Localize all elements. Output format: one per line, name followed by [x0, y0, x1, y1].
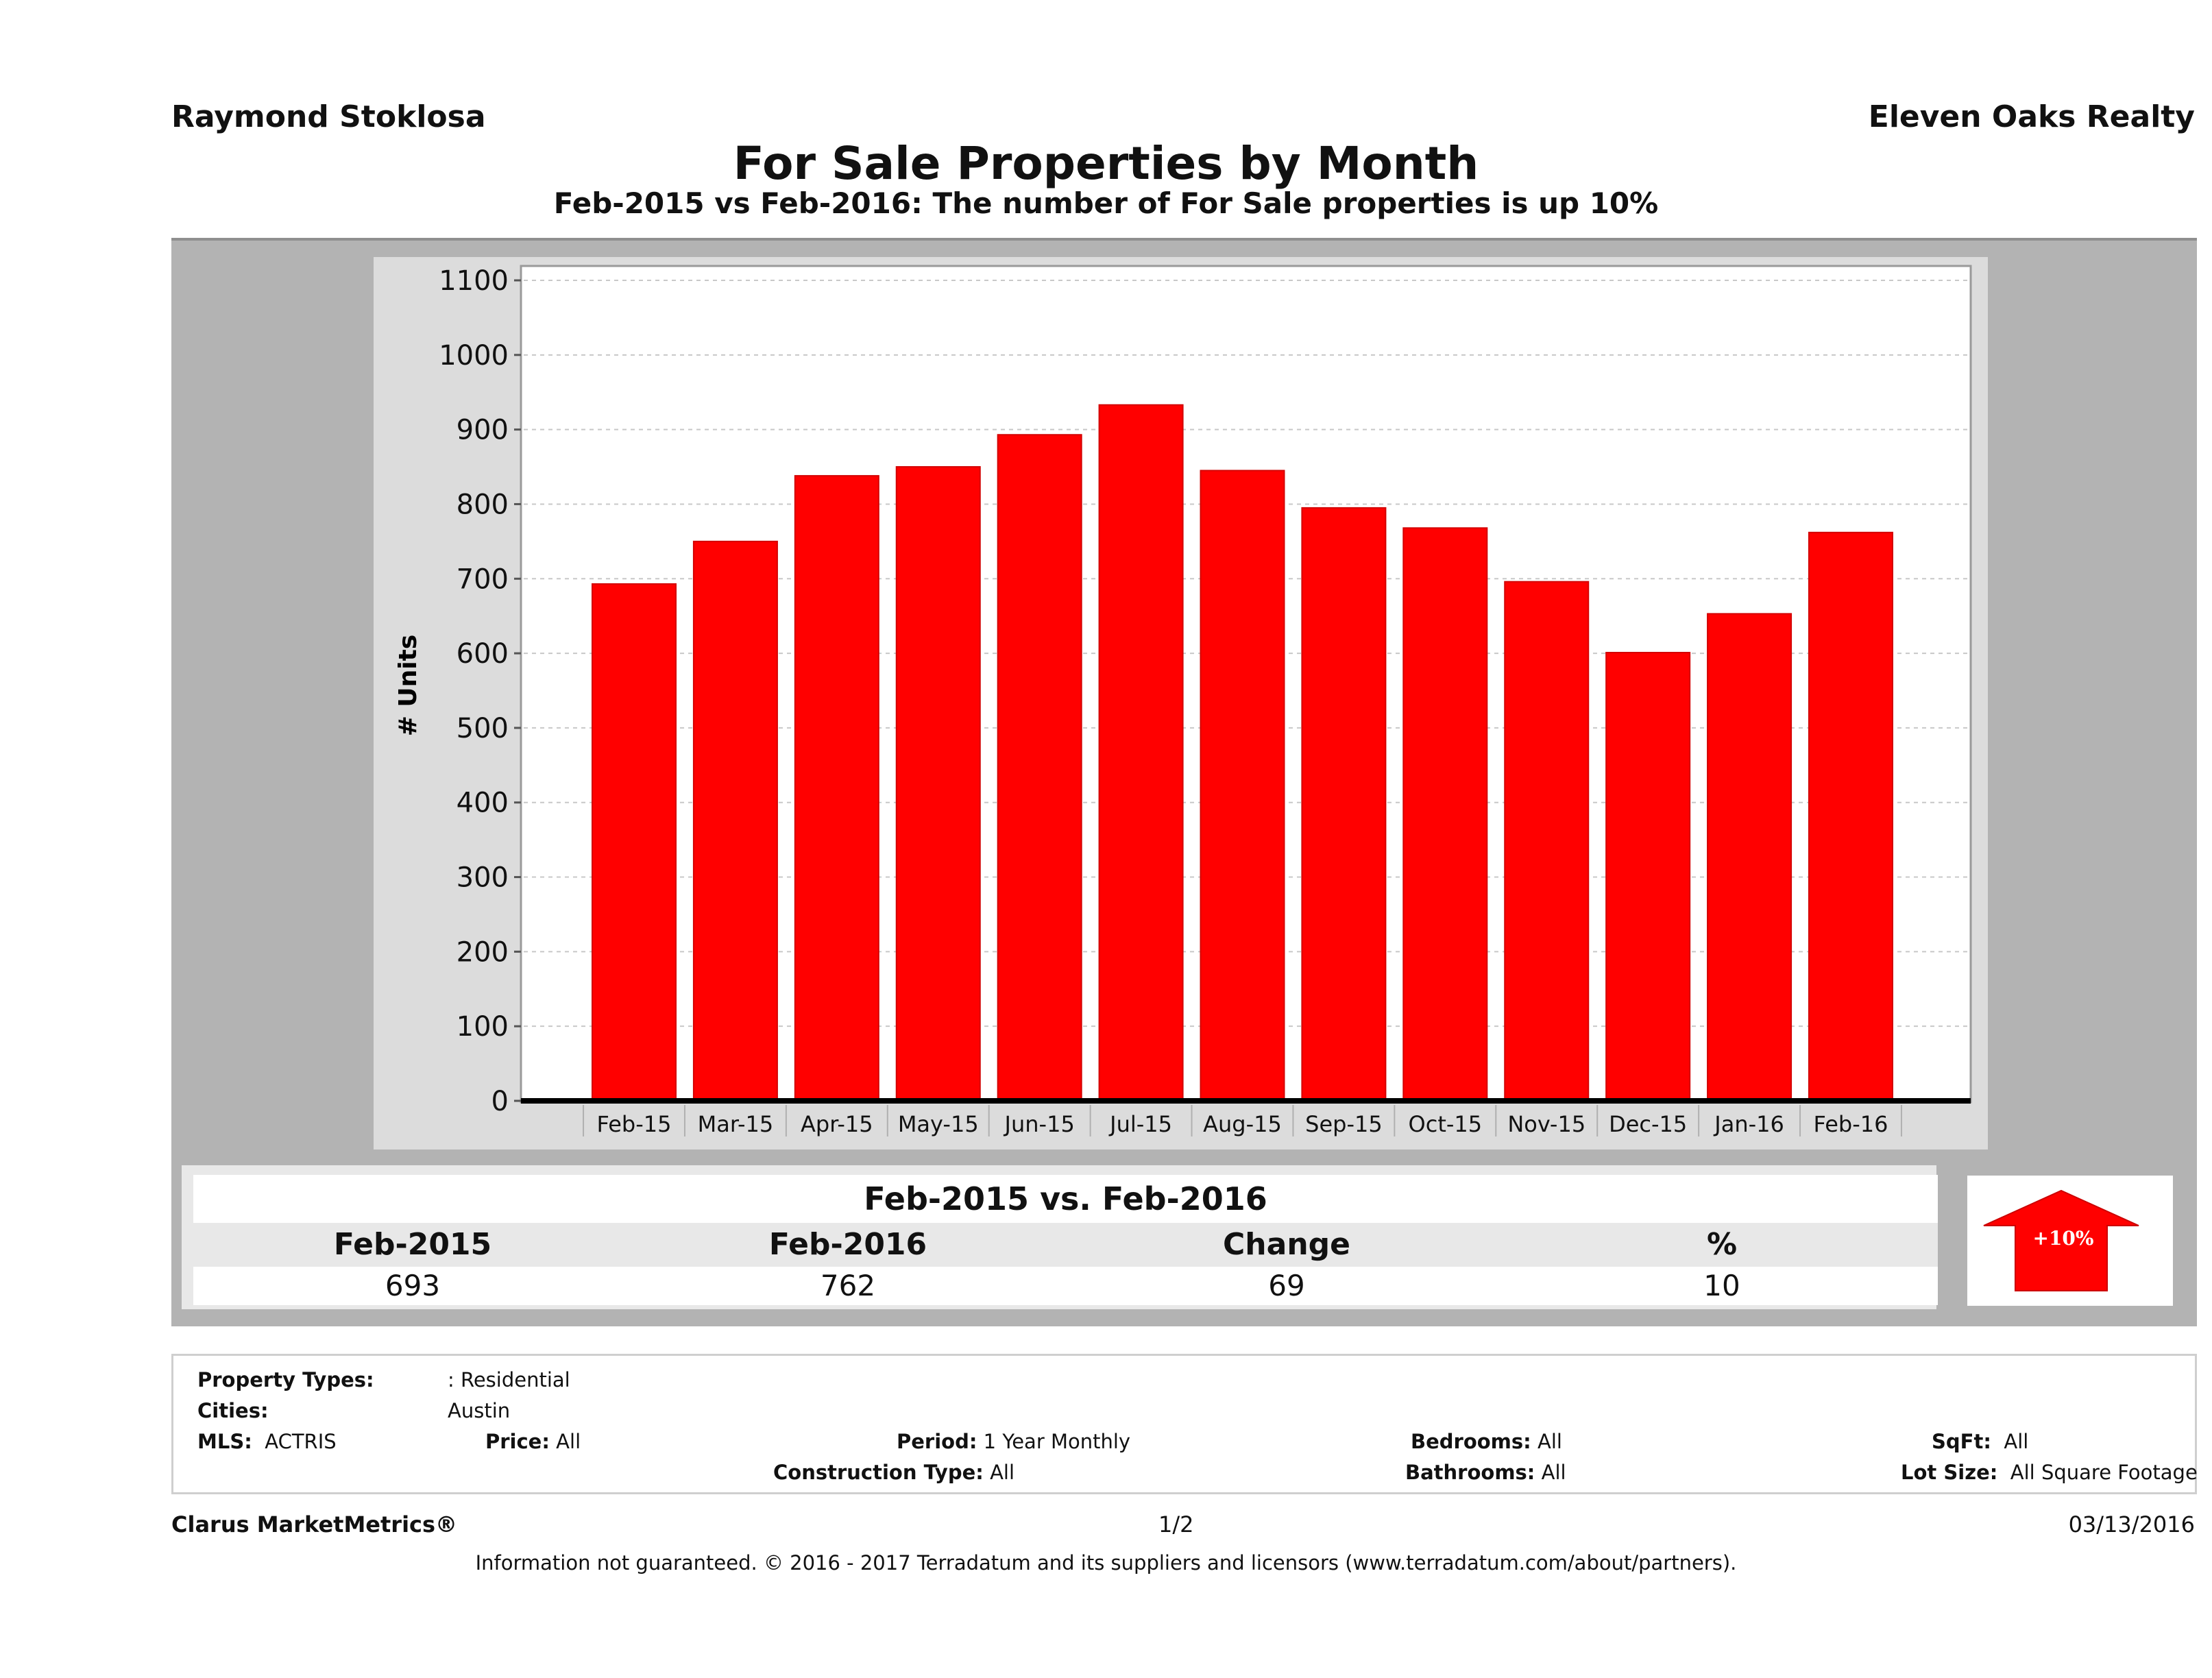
filter-construction-type: Construction Type: All — [773, 1461, 1015, 1484]
x-tick-label: Jul-15 — [1108, 1111, 1172, 1137]
filter-mls: MLS: ACTRIS — [197, 1430, 337, 1453]
y-tick-label: 1000 — [439, 340, 509, 372]
x-tick-label: Apr-15 — [801, 1111, 873, 1137]
bar-mar-15 — [692, 540, 778, 1102]
x-tick-label: Feb-15 — [597, 1111, 672, 1137]
filter-price: Price: All — [485, 1430, 581, 1453]
y-tick-label: 100 — [457, 1011, 509, 1043]
bars — [592, 404, 1893, 1102]
up-arrow-icon — [1983, 1189, 2139, 1291]
y-tick-label: 900 — [457, 415, 509, 446]
x-tick-label: Mar-15 — [698, 1111, 774, 1137]
y-tick-label: 400 — [457, 788, 509, 819]
bar-feb-16 — [1808, 531, 1893, 1102]
summary-heading: Feb-2015 vs. Feb-2016 — [193, 1175, 1938, 1223]
summary-value-percent: 10 — [1703, 1269, 1740, 1302]
footer-brand: Clarus MarketMetrics® — [171, 1511, 458, 1537]
page-number: 1/2 — [1158, 1511, 1194, 1537]
summary-col-feb-2016: Feb-2016 — [768, 1227, 927, 1262]
y-axis-ticks: 0 100 200 300 400 500 600 700 800 900 1000 1100 — [439, 265, 521, 1117]
x-tick-label: Jan-16 — [1713, 1111, 1784, 1137]
report-subtitle: Feb-2015 vs Feb-2016: The number of For … — [553, 186, 1659, 220]
y-tick-label: 0 — [491, 1086, 509, 1117]
bar-may-15 — [895, 466, 981, 1102]
summary-value-feb-2016: 762 — [820, 1269, 876, 1302]
bar-oct-15 — [1402, 527, 1488, 1102]
bar-jul-15 — [1098, 404, 1184, 1102]
bar-jun-15 — [997, 434, 1082, 1102]
y-tick-label: 800 — [457, 489, 509, 520]
filter-cities: Cities: — [197, 1399, 269, 1422]
filter-cities-value: Austin — [448, 1399, 511, 1422]
y-tick-label: 300 — [457, 862, 509, 894]
filter-criteria: Property Types: : Residential Cities: Au… — [171, 1354, 2198, 1494]
chart-panel: 0 100 200 300 400 500 600 700 800 900 1000 1100 Feb… — [374, 257, 1988, 1150]
summary-col-feb-2015: Feb-2015 — [333, 1227, 492, 1262]
agent-name: Raymond Stoklosa — [171, 99, 486, 134]
bar-apr-15 — [794, 475, 879, 1102]
filter-sqft: SqFt: All — [1932, 1430, 2029, 1453]
bar-jan-16 — [1707, 613, 1792, 1102]
x-axis-ticks: Feb-15 Mar-15 Apr-15 May-15 Jun-15 Jul-15 Aug-… — [583, 1105, 1902, 1137]
change-badge — [1967, 1176, 2173, 1306]
summary-col-change: Change — [1223, 1227, 1350, 1262]
y-axis-label: # Units — [394, 635, 422, 737]
y-tick-label: 500 — [457, 713, 509, 744]
x-tick-label: Dec-15 — [1609, 1111, 1687, 1137]
filter-property-types-value: : Residential — [448, 1368, 570, 1391]
y-tick-label: 200 — [457, 936, 509, 968]
y-tick-label: 600 — [457, 638, 509, 670]
bar-dec-15 — [1605, 652, 1691, 1102]
summary-value-change: 69 — [1268, 1269, 1305, 1302]
bar-chart: 0 100 200 300 400 500 600 700 800 900 1000 1100 Feb… — [394, 265, 1972, 1137]
x-tick-label: May-15 — [898, 1111, 979, 1137]
change-badge-label: +10% — [2032, 1227, 2094, 1250]
summary-value-feb-2015: 693 — [385, 1269, 441, 1302]
x-tick-label: Oct-15 — [1409, 1111, 1483, 1137]
bar-feb-15 — [592, 583, 677, 1102]
filter-bedrooms: Bedrooms: All — [1411, 1430, 1562, 1453]
filter-bathrooms: Bathrooms: All — [1405, 1461, 1566, 1484]
disclaimer: Information not guaranteed. © 2016 - 201… — [475, 1551, 1737, 1574]
x-tick-label: Feb-16 — [1814, 1111, 1888, 1137]
y-tick-label: 1100 — [439, 265, 509, 297]
filter-period: Period: 1 Year Monthly — [897, 1430, 1131, 1453]
x-tick-label: Sep-15 — [1305, 1111, 1383, 1137]
x-tick-label: Jun-15 — [1004, 1111, 1075, 1137]
summary-value-row: 693 762 69 10 — [193, 1267, 1938, 1305]
report-date: 03/13/2016 — [2068, 1511, 2195, 1537]
y-tick-label: 700 — [457, 563, 509, 595]
company-name: Eleven Oaks Realty — [1868, 99, 2195, 134]
summary-header-row: Feb-2015 Feb-2016 Change % — [193, 1223, 1938, 1267]
report-title: For Sale Properties by Month — [733, 137, 1479, 190]
filter-lot-size: Lot Size: All Square Footage — [1901, 1461, 2198, 1484]
x-tick-label: Aug-15 — [1203, 1111, 1282, 1137]
bar-nov-15 — [1504, 581, 1590, 1102]
bar-sep-15 — [1301, 507, 1387, 1102]
bar-aug-15 — [1200, 470, 1285, 1102]
filter-property-types: Property Types: — [197, 1368, 374, 1391]
x-tick-label: Nov-15 — [1507, 1111, 1585, 1137]
summary-col-percent: % — [1706, 1227, 1738, 1262]
